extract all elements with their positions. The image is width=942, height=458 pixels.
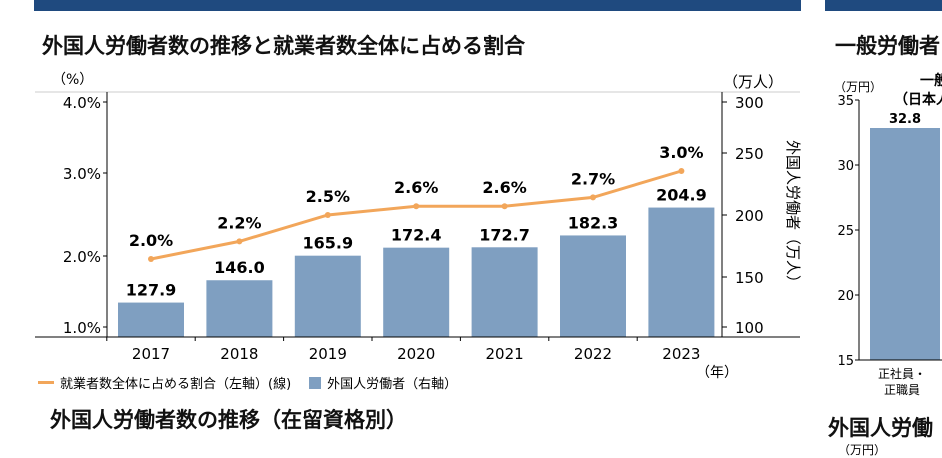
- x-tick-label: 2018: [220, 345, 258, 363]
- line-point: [501, 203, 508, 210]
- line-value-label: 3.0%: [659, 143, 703, 162]
- right-chart-tick-label: 20: [837, 289, 854, 304]
- line-value-label: 2.5%: [306, 187, 350, 206]
- bar: [471, 247, 538, 337]
- left-tick-label: 3.0%: [63, 165, 101, 183]
- bar-value-label: 182.3: [568, 213, 619, 232]
- line-point: [678, 168, 685, 174]
- bar: [294, 255, 361, 337]
- bar: [206, 280, 273, 337]
- right-tick-label: 150: [735, 269, 764, 287]
- line-value-label: 2.0%: [129, 231, 173, 250]
- legend-line-label: 就業者数全体に占める割合（左軸）(線): [60, 377, 292, 392]
- bar-value-label: 127.9: [126, 281, 177, 300]
- line-value-label: 2.6%: [482, 178, 526, 197]
- legend-bar-swatch: [309, 376, 322, 389]
- right-next-title: 外国人労働: [828, 416, 933, 440]
- bar: [648, 207, 715, 337]
- x-tick-label: 2022: [574, 345, 612, 363]
- right-axis-unit: （万人）: [723, 73, 783, 91]
- right-chart-bar-value: 32.8: [889, 112, 921, 127]
- bar-value-label: 204.9: [656, 186, 707, 205]
- left-axis-unit: （%）: [52, 72, 93, 88]
- line-point: [148, 256, 154, 262]
- x-tick-label: 2017: [132, 345, 170, 363]
- bar-value-label: 172.7: [479, 225, 530, 244]
- left-tick-label: 4.0%: [63, 94, 101, 112]
- right-panel-title: 一般労働者: [835, 34, 940, 58]
- left-tick-label: 1.0%: [63, 319, 101, 337]
- right-chart: （万円） 一般 （日本人 32.8 35 30 25 20 15 正社員・ 正職員: [834, 72, 942, 397]
- x-tick-label: 2019: [309, 345, 347, 363]
- legend-bar-label: 外国人労働者（右軸）: [327, 377, 458, 392]
- bar-value-label: 146.0: [214, 258, 265, 277]
- right-chart-unit: （万円）: [834, 80, 882, 94]
- x-axis-unit: （年）: [696, 365, 738, 381]
- right-chart-bar: [870, 128, 940, 360]
- line-point: [236, 238, 243, 245]
- line-point: [324, 212, 331, 218]
- right-chart-tick-label: 30: [837, 159, 854, 174]
- main-chart: （%） （万人） 127.9 146.0 165.9 172.4 172.7 182.3 2…: [35, 72, 802, 381]
- right-chart-subtitle-1: 一般: [920, 72, 942, 89]
- right-tick-label: 250: [735, 145, 764, 163]
- bar: [118, 302, 184, 337]
- bar: [383, 247, 450, 337]
- line-point: [590, 194, 596, 201]
- legend: 就業者数全体に占める割合（左軸）(線) 外国人労働者（右軸）: [38, 373, 457, 392]
- bar-value-label: 165.9: [302, 234, 353, 253]
- legend-line-swatch: [38, 381, 54, 384]
- right-chart-subtitle-2: （日本人: [894, 91, 942, 108]
- line-point: [413, 203, 420, 210]
- line-value-label: 2.7%: [571, 169, 615, 188]
- bar-value-label: 172.4: [391, 226, 442, 245]
- right-chart-tick-label: 35: [837, 94, 854, 109]
- right-chart-tick-label: 25: [837, 224, 854, 239]
- x-tick-label: 2020: [397, 345, 435, 363]
- next-section-title: 外国人労働者数の推移（在留資格別）: [50, 408, 407, 432]
- x-tick-label: 2021: [486, 345, 524, 363]
- chart-title: 外国人労働者数の推移と就業者数全体に占める割合: [42, 34, 525, 58]
- left-tick-label: 2.0%: [63, 248, 101, 266]
- right-tick-label: 300: [735, 94, 764, 112]
- right-tick-label: 200: [735, 207, 764, 225]
- header-bar-right: [825, 0, 942, 11]
- line-value-label: 2.6%: [394, 178, 438, 197]
- right-tick-label: 100: [735, 319, 764, 337]
- right-chart-tick-label: 15: [837, 354, 854, 369]
- right-chart-category-2: 正職員: [884, 383, 920, 397]
- line-value-label: 2.2%: [217, 213, 261, 232]
- right-axis-label: 外国人労働者（万人）: [784, 140, 802, 290]
- header-bar-left: [34, 0, 801, 11]
- bar: [560, 235, 626, 337]
- x-tick-label: 2023: [662, 345, 700, 363]
- right-chart-category-1: 正社員・: [878, 366, 926, 381]
